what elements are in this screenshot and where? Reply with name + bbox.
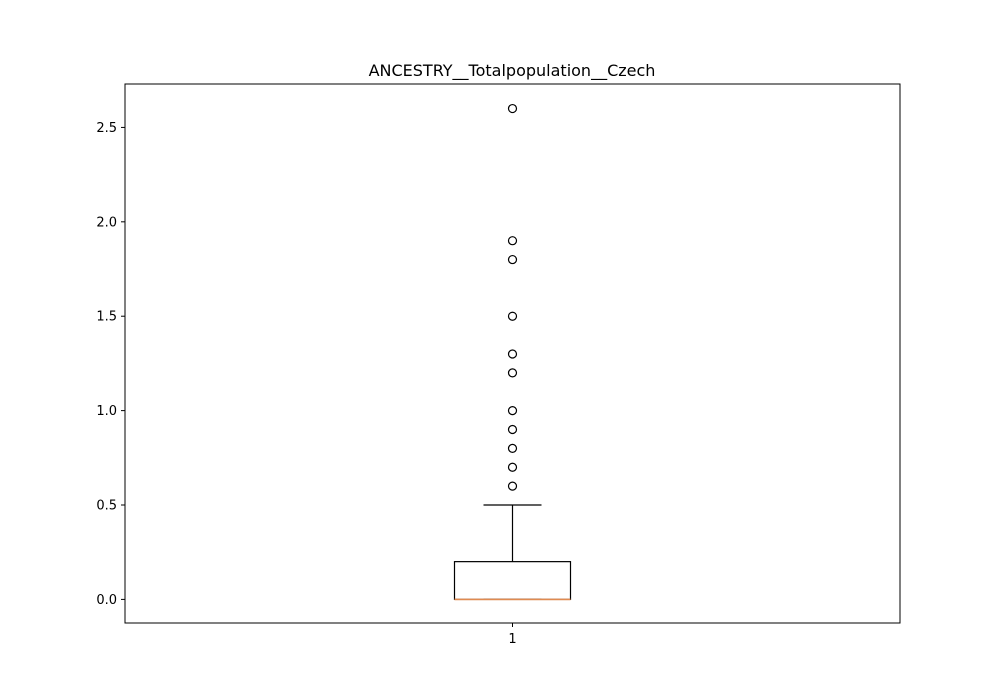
outlier-point bbox=[507, 443, 518, 453]
outlier-point bbox=[507, 349, 518, 359]
plot-area bbox=[453, 103, 572, 601]
outlier-point bbox=[507, 406, 518, 416]
outlier-point bbox=[507, 368, 518, 378]
x-tick-label: 1 bbox=[508, 632, 516, 647]
outlier-point bbox=[507, 424, 518, 435]
y-tick-label: 2.0 bbox=[96, 215, 117, 230]
outlier-point bbox=[507, 462, 518, 472]
outlier-point bbox=[507, 311, 518, 321]
axes: 0.0 0.5 1.0 1.5 2.0 2.5 1 bbox=[96, 83, 901, 647]
outlier-point bbox=[507, 103, 518, 114]
outlier-point bbox=[507, 481, 518, 491]
y-tick-label: 2.5 bbox=[96, 121, 117, 136]
outlier-point bbox=[507, 236, 518, 246]
chart-title: ANCESTRY__Totalpopulation__Czech bbox=[369, 61, 656, 81]
y-tick-label: 0.5 bbox=[96, 499, 117, 514]
outlier-point bbox=[507, 254, 518, 265]
box-iqr bbox=[453, 561, 572, 601]
y-tick-label: 1.5 bbox=[96, 310, 117, 325]
y-tick-label: 0.0 bbox=[96, 593, 117, 608]
y-tick-label: 1.0 bbox=[96, 404, 117, 419]
